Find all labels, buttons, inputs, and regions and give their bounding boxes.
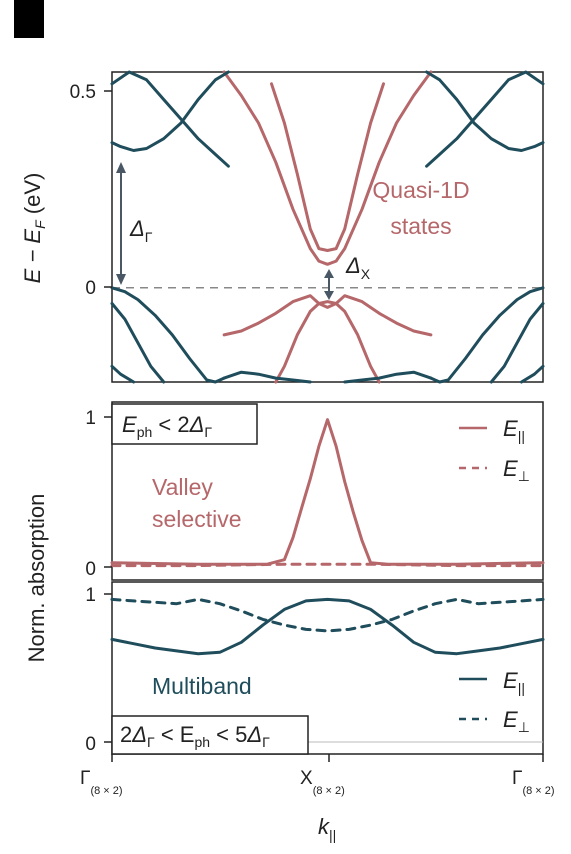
delta-gamma-arrowhead-up [116, 162, 126, 173]
band-series-0 [270, 82, 385, 252]
mid-ytick-label-0: 0 [85, 559, 96, 580]
bot-ytick-label-1: 1 [85, 585, 96, 606]
xtick-label-gamma-left: Γ(8 × 2) [80, 768, 123, 797]
valley-label-line1: Valley [152, 474, 213, 500]
delta-x-arrowhead-down [324, 291, 334, 300]
mid-absorption-series-0-solid [110, 418, 545, 566]
mid-condition-text: Eph < 2ΔΓ [122, 412, 212, 440]
band-series-5 [425, 70, 545, 152]
valley-label-line2: selective [152, 506, 241, 532]
delta-gamma-arrowhead-down [116, 274, 126, 285]
band-series-2 [274, 300, 381, 384]
band-lines [110, 70, 545, 384]
delta-x-arrowhead-up [324, 269, 334, 278]
band-series-7 [425, 70, 545, 168]
xtick-label-gamma-right: Γ(8 × 2) [512, 768, 555, 797]
delta-x-label: ΔX [345, 253, 371, 282]
band-series-1 [222, 70, 433, 266]
band-series-8 [110, 286, 226, 384]
top-frame [111, 71, 544, 383]
bot-legend-dashed-label: E⊥ [503, 707, 530, 735]
bot-absorption-series-0-solid [110, 597, 545, 656]
bot-ytick-label-0: 0 [85, 734, 96, 755]
band-series-11 [489, 302, 545, 384]
top-ylabel: E − EF (eV) [20, 173, 48, 284]
mid-legend-dashed-label: E⊥ [503, 456, 530, 484]
band-series-14 [222, 370, 312, 384]
x-axis-label: k|| [318, 814, 336, 843]
band-series-10 [110, 302, 166, 384]
band-series-12 [110, 364, 136, 384]
multiband-panel: 1 0 2ΔΓ < Eph < 5ΔΓ Multiband E|| E⊥ [85, 581, 545, 755]
multiband-label: Multiband [152, 673, 252, 699]
bot-absorption-series-1-dashed [110, 597, 545, 633]
shared-ylabel: Norm. absorption [24, 494, 49, 663]
panel-label-block [14, 0, 44, 38]
band-series-13 [520, 364, 545, 384]
mid-legend-solid-label: E|| [503, 416, 525, 444]
bottom-frame [111, 581, 544, 755]
ytick-label-0.5: 0.5 [70, 82, 96, 103]
quasi-1d-label-line2: states [390, 213, 451, 239]
bot-condition-text: 2ΔΓ < Eph < 5ΔΓ [120, 722, 270, 750]
quasi-1d-label-line1: Quasi-1D [372, 177, 469, 203]
mid-ytick-label-1: 1 [85, 408, 96, 429]
band-series-6 [110, 70, 230, 168]
x-axis: Γ(8 × 2) X(8 × 2) Γ(8 × 2) k|| [80, 754, 555, 843]
band-series-4 [110, 70, 230, 152]
band-series-3 [222, 294, 433, 337]
delta-gamma-label: ΔΓ [129, 216, 153, 245]
band-structure-panel: 0.5 0 E − EF (eV) ΔΓ ΔX Quasi-1D states [20, 70, 545, 384]
mid-absorption-series-1-dashed [110, 562, 545, 568]
middle-frame [111, 401, 544, 581]
band-series-15 [343, 370, 433, 384]
mid-condition-box [111, 403, 258, 445]
valley-selective-panel: 1 0 Eph < 2ΔΓ Valley selective E|| E⊥ [85, 401, 545, 581]
bot-condition-box [111, 715, 309, 755]
ytick-label-0: 0 [85, 278, 96, 299]
xtick-label-x: X(8 × 2) [300, 768, 345, 797]
middle-absorption-lines [110, 418, 545, 568]
band-series-9 [429, 286, 545, 384]
bot-legend-solid-label: E|| [503, 668, 525, 696]
bottom-absorption-lines [110, 597, 545, 656]
